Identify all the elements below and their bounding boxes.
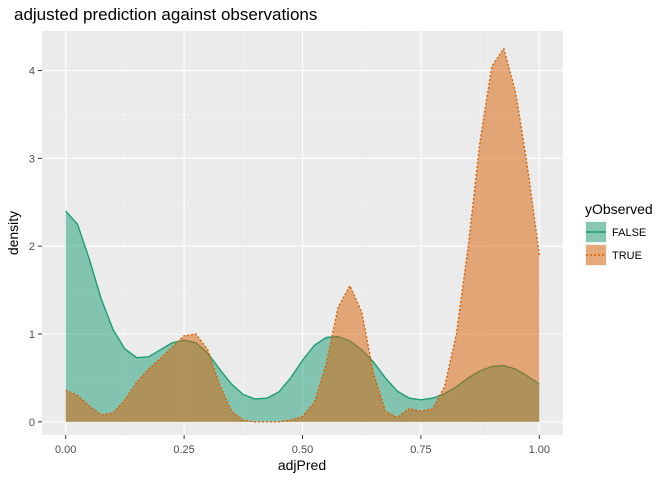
x-axis: 0.00 0.25 0.50 0.75 1.00: [55, 435, 550, 456]
legend: yObserved FALSE TRUE: [585, 201, 653, 266]
density-area-true: [65, 48, 540, 422]
x-tick-label: 0.00: [55, 444, 76, 456]
density-line-true: [65, 47, 541, 423]
legend-label-true: TRUE: [612, 250, 642, 262]
legend-title: yObserved: [585, 201, 653, 217]
x-tick-label: 0.75: [410, 444, 431, 456]
chart-title: adjusted prediction against observations: [14, 5, 317, 24]
y-tick-label: 1: [29, 329, 35, 341]
legend-label-false: FALSE: [612, 227, 646, 239]
x-tick-label: 0.50: [292, 444, 313, 456]
legend-key-false: FALSE: [585, 221, 646, 243]
y-tick-label: 4: [29, 66, 35, 78]
density-areas: [65, 47, 541, 423]
plot-panel: [42, 31, 563, 435]
x-tick-label: 0.25: [173, 444, 194, 456]
y-axis-title: density: [5, 211, 21, 255]
y-axis: 0 1 2 3 4: [29, 66, 42, 429]
y-tick-label: 3: [29, 153, 35, 165]
x-axis-title: adjPred: [278, 457, 326, 473]
x-tick-label: 1.00: [529, 444, 550, 456]
y-tick-label: 0: [29, 417, 35, 429]
y-tick-label: 2: [29, 241, 35, 253]
legend-key-true: TRUE: [585, 244, 642, 266]
